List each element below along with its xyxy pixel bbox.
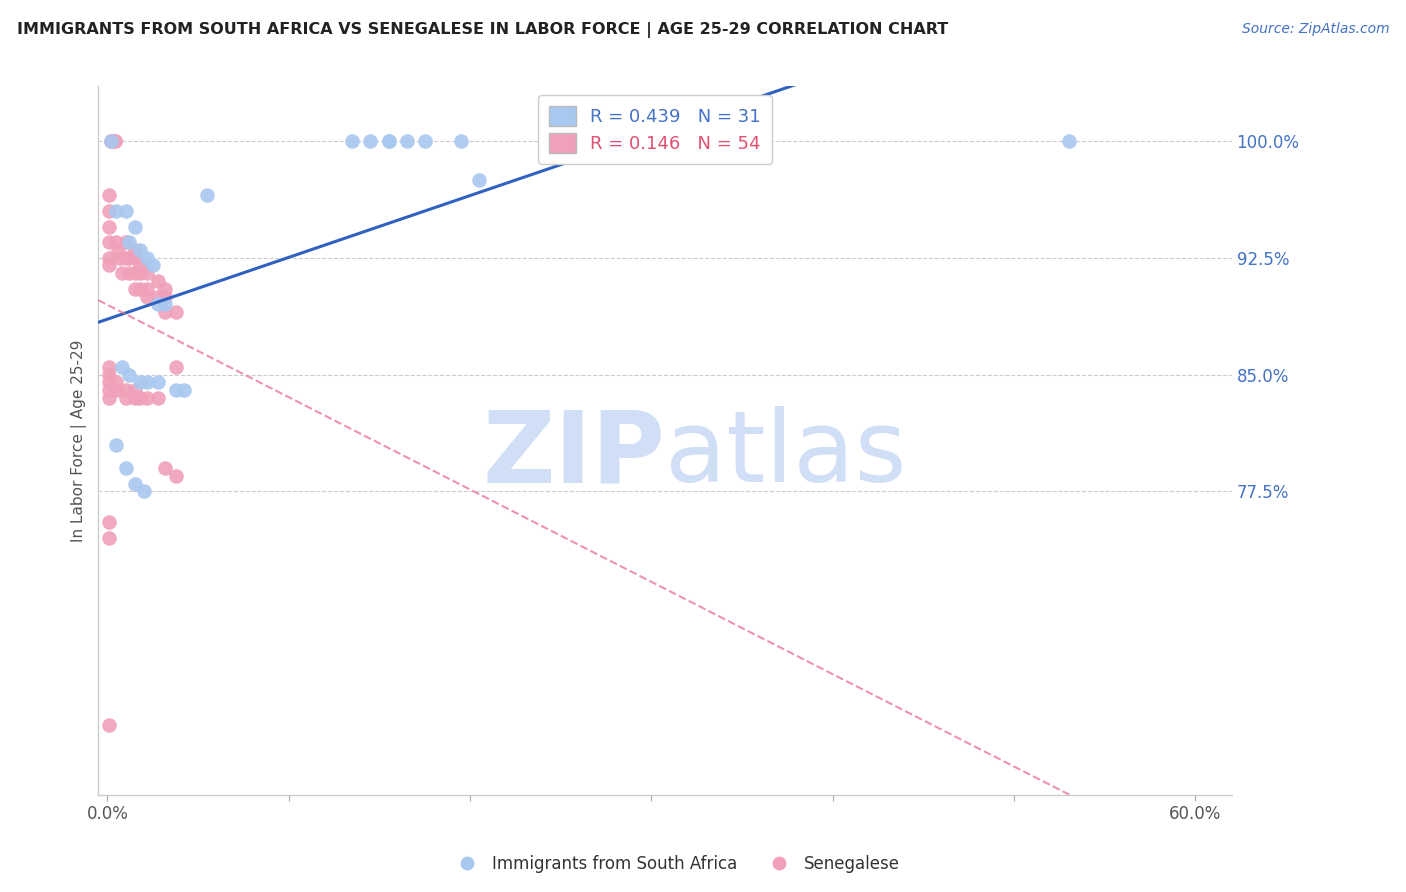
Point <box>114 391 136 405</box>
Point <box>136 282 159 296</box>
Point <box>129 376 152 390</box>
Point <box>118 368 141 382</box>
Point <box>1057 134 1080 148</box>
Point <box>105 204 128 219</box>
Point <box>155 290 177 304</box>
Point <box>108 251 131 265</box>
Point <box>124 383 146 397</box>
Point <box>98 383 121 397</box>
Point <box>98 259 121 273</box>
Point <box>142 259 165 273</box>
Point <box>98 235 121 249</box>
Point <box>148 274 170 288</box>
Point <box>155 297 177 311</box>
Point <box>148 290 170 304</box>
Point <box>129 259 152 273</box>
Point <box>98 359 121 374</box>
Text: ZIP: ZIP <box>482 407 665 503</box>
Point <box>136 266 159 280</box>
Point <box>124 251 146 265</box>
Point <box>118 235 141 249</box>
Point <box>136 251 159 265</box>
Point <box>173 383 195 397</box>
Point <box>342 134 364 148</box>
Point <box>105 383 128 397</box>
Point <box>413 134 436 148</box>
Point <box>98 531 121 545</box>
Point <box>124 243 146 257</box>
Point <box>359 134 381 148</box>
Point <box>98 368 121 382</box>
Point <box>114 251 136 265</box>
Point <box>136 290 159 304</box>
Point <box>468 173 491 187</box>
Point <box>132 484 155 499</box>
Point <box>107 243 129 257</box>
Point <box>124 391 146 405</box>
Point <box>104 134 127 148</box>
Legend: Immigrants from South Africa, Senegalese: Immigrants from South Africa, Senegalese <box>443 848 907 880</box>
Point <box>129 243 152 257</box>
Point <box>98 219 121 234</box>
Point <box>195 188 218 202</box>
Text: IMMIGRANTS FROM SOUTH AFRICA VS SENEGALESE IN LABOR FORCE | AGE 25-29 CORRELATIO: IMMIGRANTS FROM SOUTH AFRICA VS SENEGALE… <box>17 22 948 38</box>
Point <box>129 391 152 405</box>
Point <box>100 134 122 148</box>
Point <box>165 383 187 397</box>
Point <box>165 359 187 374</box>
Point <box>155 461 177 475</box>
Point <box>98 718 121 732</box>
Point <box>395 134 418 148</box>
Point <box>104 134 127 148</box>
Point <box>98 376 121 390</box>
Point <box>105 437 128 451</box>
Point <box>124 282 146 296</box>
Point <box>98 391 121 405</box>
Point <box>118 251 141 265</box>
Point <box>377 134 399 148</box>
Point <box>98 204 121 219</box>
Point <box>165 468 187 483</box>
Point <box>114 383 136 397</box>
Point <box>136 391 159 405</box>
Point <box>111 266 134 280</box>
Point <box>124 266 146 280</box>
Point <box>129 266 152 280</box>
Point <box>105 376 128 390</box>
Point <box>148 376 170 390</box>
Point <box>98 251 121 265</box>
Point <box>450 134 472 148</box>
Point <box>111 359 134 374</box>
Y-axis label: In Labor Force | Age 25-29: In Labor Force | Age 25-29 <box>72 340 87 542</box>
Point <box>114 461 136 475</box>
Point <box>105 235 128 249</box>
Point <box>155 282 177 296</box>
Point <box>114 235 136 249</box>
Point <box>155 305 177 319</box>
Point <box>124 476 146 491</box>
Text: Source: ZipAtlas.com: Source: ZipAtlas.com <box>1241 22 1389 37</box>
Point <box>100 134 122 148</box>
Point <box>136 376 159 390</box>
Point <box>377 134 399 148</box>
Point <box>98 516 121 530</box>
Point <box>98 188 121 202</box>
Point <box>148 297 170 311</box>
Text: atlas: atlas <box>665 407 907 503</box>
Point <box>124 219 146 234</box>
Legend: R = 0.439   N = 31, R = 0.146   N = 54: R = 0.439 N = 31, R = 0.146 N = 54 <box>538 95 772 164</box>
Point <box>129 282 152 296</box>
Point <box>114 204 136 219</box>
Point <box>165 305 187 319</box>
Point <box>100 134 122 148</box>
Point <box>148 391 170 405</box>
Point <box>118 266 141 280</box>
